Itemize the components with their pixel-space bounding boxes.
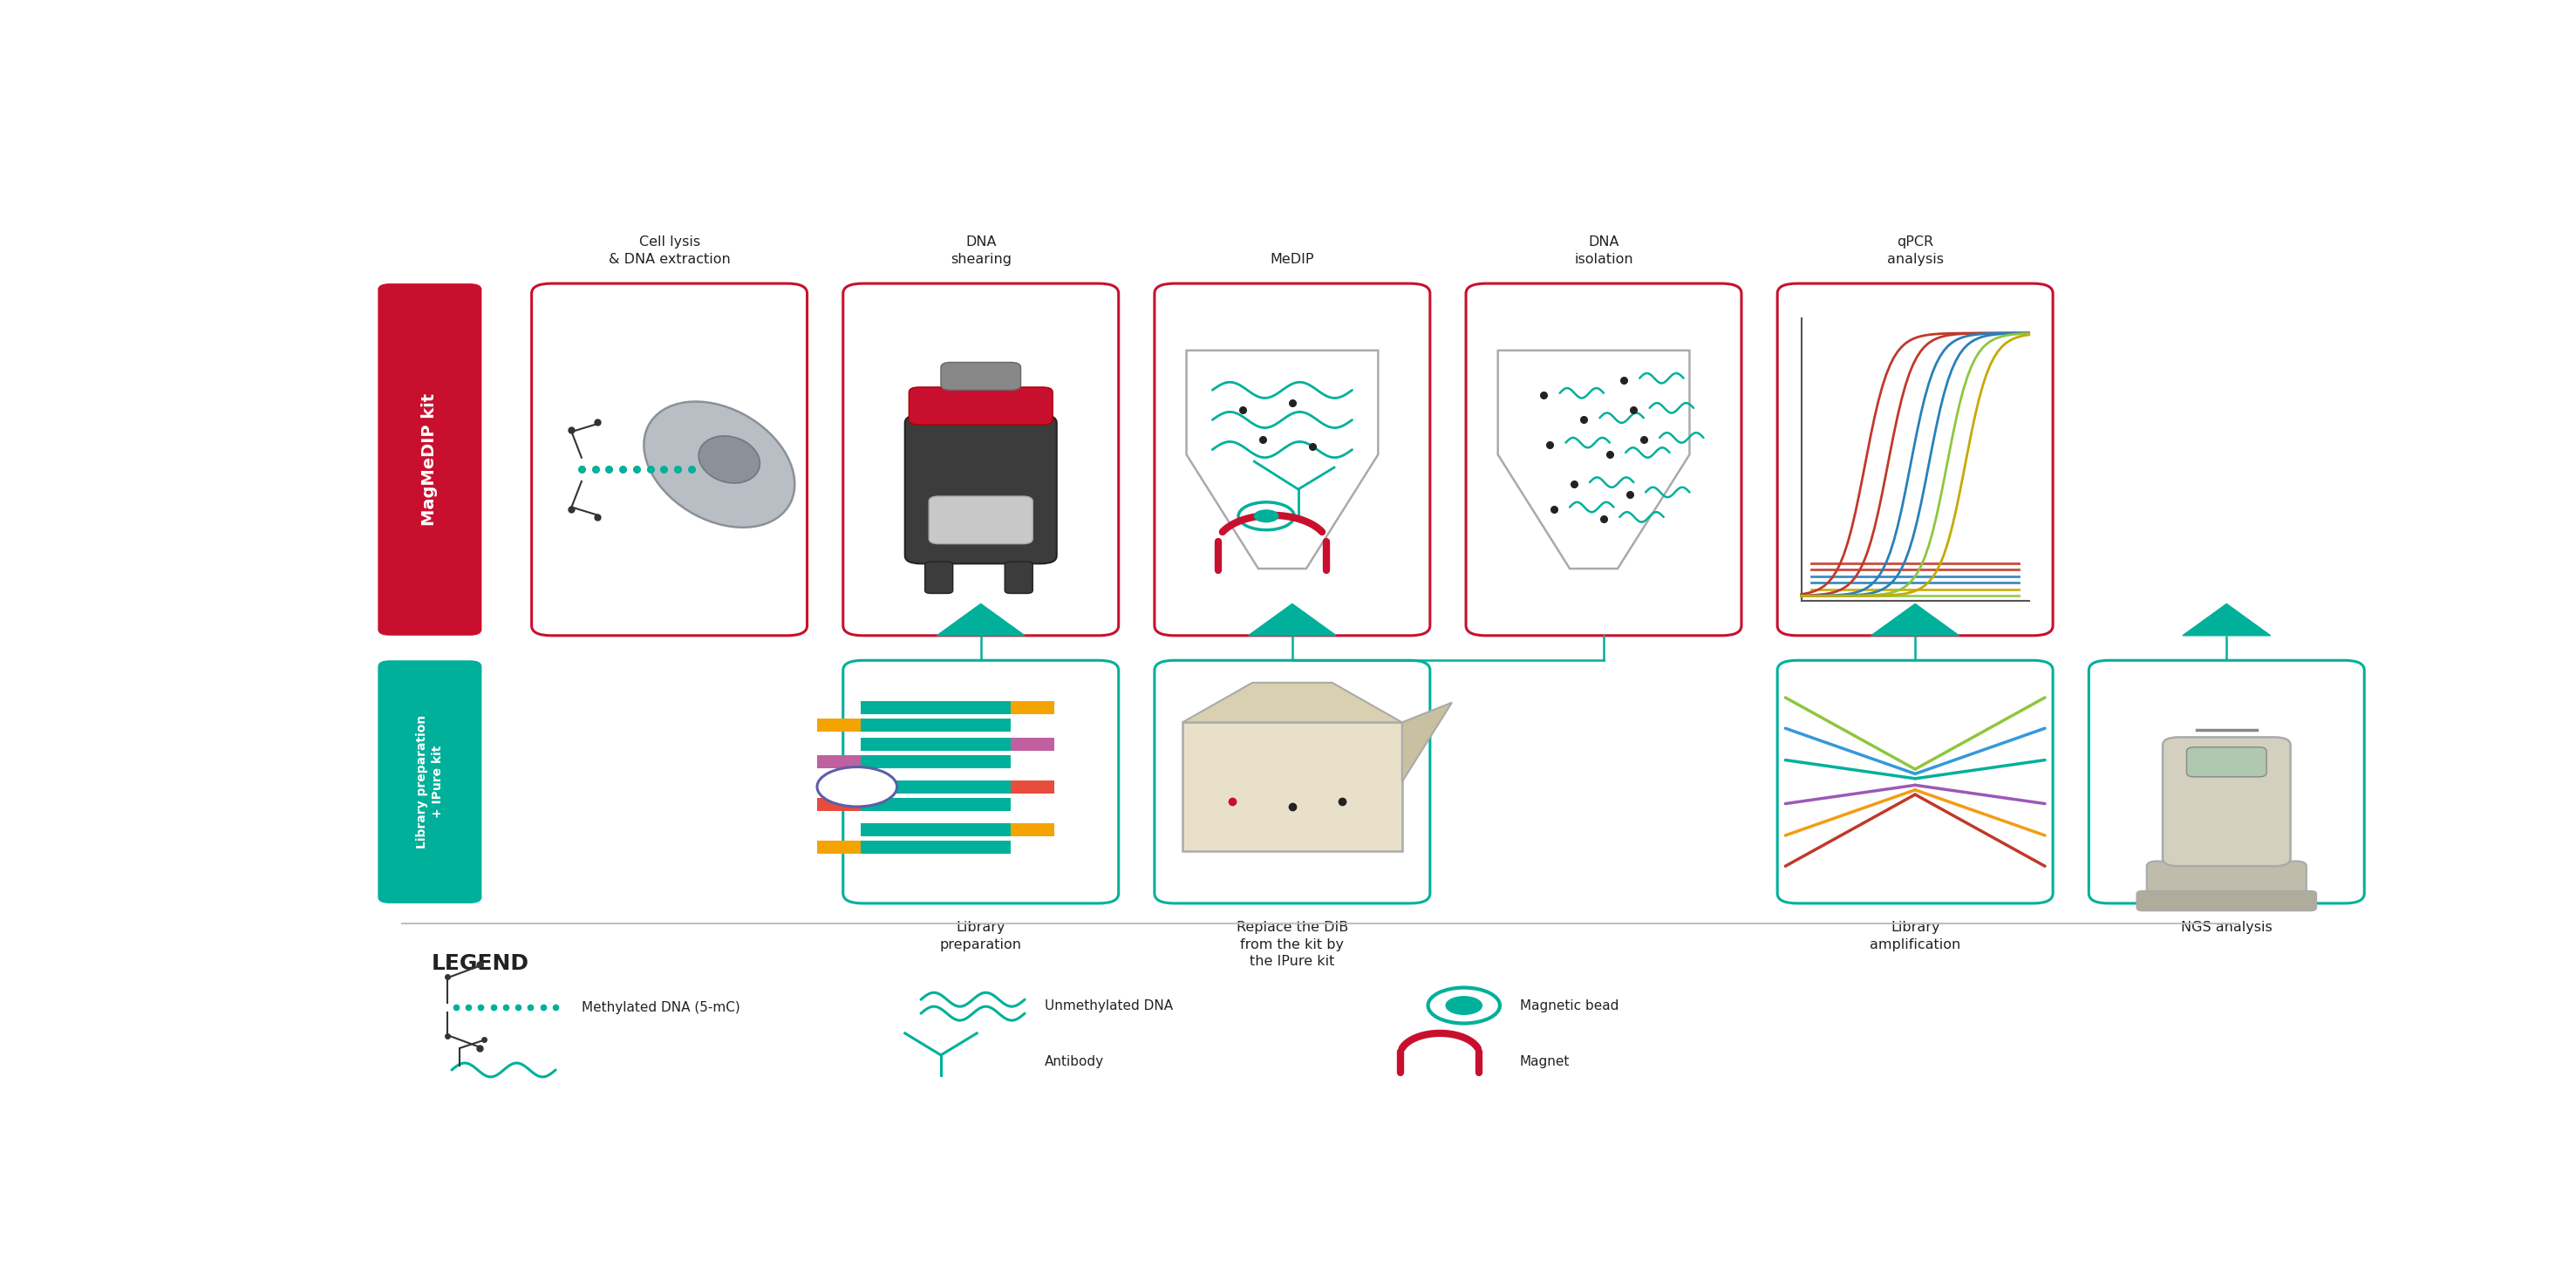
Bar [1010, 823, 1054, 836]
Bar [817, 756, 860, 769]
Bar [1010, 781, 1054, 793]
Bar [860, 781, 1010, 793]
Text: MeDIP: MeDIP [1270, 252, 1314, 265]
Circle shape [1445, 997, 1481, 1015]
FancyBboxPatch shape [1005, 562, 1033, 594]
FancyBboxPatch shape [2146, 862, 2306, 896]
Circle shape [1255, 510, 1278, 522]
Bar [860, 823, 1010, 836]
Text: LEGEND: LEGEND [433, 953, 531, 974]
Text: Magnetic bead: Magnetic bead [1520, 999, 1618, 1012]
FancyBboxPatch shape [925, 562, 953, 594]
Text: Library
amplification: Library amplification [1870, 921, 1960, 951]
FancyBboxPatch shape [379, 661, 482, 903]
Polygon shape [1497, 350, 1690, 568]
Polygon shape [1188, 350, 1378, 568]
Bar [817, 841, 860, 854]
Bar [817, 719, 860, 732]
Circle shape [1427, 988, 1499, 1024]
Polygon shape [1870, 604, 1958, 635]
FancyBboxPatch shape [531, 283, 806, 635]
Circle shape [1239, 502, 1293, 529]
Text: MagMeDIP kit: MagMeDIP kit [422, 393, 438, 526]
Polygon shape [1182, 683, 1401, 723]
FancyBboxPatch shape [379, 283, 482, 635]
Text: NGS analysis: NGS analysis [2182, 921, 2272, 934]
Text: Cell lysis
& DNA extraction: Cell lysis & DNA extraction [608, 236, 732, 265]
FancyBboxPatch shape [940, 362, 1020, 390]
Text: Methylated DNA (5-mC): Methylated DNA (5-mC) [582, 1001, 739, 1014]
Text: DNA
isolation: DNA isolation [1574, 236, 1633, 265]
Bar [860, 719, 1010, 732]
Text: Library
preparation: Library preparation [940, 921, 1023, 951]
FancyBboxPatch shape [2187, 747, 2267, 777]
FancyBboxPatch shape [1154, 661, 1430, 903]
Text: Library preparation
+ IPure kit: Library preparation + IPure kit [417, 715, 443, 849]
Ellipse shape [644, 402, 793, 527]
FancyBboxPatch shape [2136, 891, 2316, 911]
FancyBboxPatch shape [1466, 283, 1741, 635]
Polygon shape [1182, 723, 1401, 851]
Text: Magnet: Magnet [1520, 1055, 1569, 1069]
Text: DNA
shearing: DNA shearing [951, 236, 1012, 265]
Text: Unmethylated DNA: Unmethylated DNA [1046, 999, 1172, 1012]
Bar [860, 799, 1010, 811]
Ellipse shape [698, 435, 760, 483]
Bar [860, 701, 1010, 714]
Polygon shape [938, 604, 1025, 635]
Circle shape [817, 766, 896, 806]
FancyBboxPatch shape [2164, 737, 2290, 866]
Bar [860, 841, 1010, 854]
Polygon shape [2182, 604, 2269, 635]
Polygon shape [1401, 702, 1453, 782]
Bar [817, 799, 860, 811]
FancyBboxPatch shape [1154, 283, 1430, 635]
FancyBboxPatch shape [2089, 661, 2365, 903]
FancyBboxPatch shape [842, 283, 1118, 635]
FancyBboxPatch shape [1777, 661, 2053, 903]
Text: Antibody: Antibody [1046, 1055, 1105, 1069]
Text: qPCR
analysis: qPCR analysis [1886, 236, 1942, 265]
Text: Replace the DIB
from the kit by
the IPure kit: Replace the DIB from the kit by the IPur… [1236, 921, 1347, 967]
Bar [860, 756, 1010, 769]
FancyBboxPatch shape [930, 496, 1033, 544]
Bar [1010, 701, 1054, 714]
FancyBboxPatch shape [904, 415, 1056, 564]
Bar [860, 738, 1010, 751]
FancyBboxPatch shape [909, 388, 1054, 425]
FancyBboxPatch shape [842, 661, 1118, 903]
FancyBboxPatch shape [1777, 283, 2053, 635]
Polygon shape [1249, 604, 1337, 635]
Bar [1010, 738, 1054, 751]
